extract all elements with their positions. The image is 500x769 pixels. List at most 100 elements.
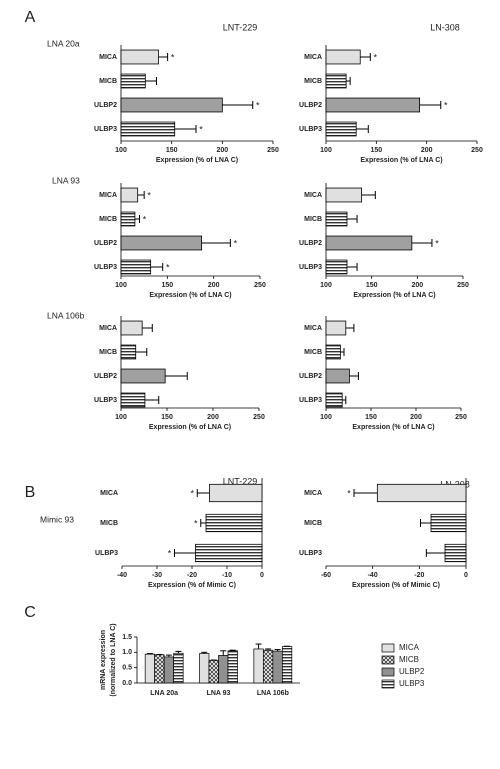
x-tick-label: 250 bbox=[254, 282, 266, 289]
x-tick-label: -30 bbox=[152, 572, 162, 579]
category-label: MICB bbox=[99, 349, 117, 356]
significance: * bbox=[147, 190, 151, 200]
row-label: LNA 20a bbox=[47, 38, 80, 48]
x-tick-label: 200 bbox=[208, 282, 220, 289]
significance: * bbox=[374, 52, 378, 62]
chart-title: LNT-229 bbox=[223, 476, 258, 486]
bar bbox=[120, 235, 203, 251]
x-tick-label: -60 bbox=[321, 572, 331, 579]
significance: * bbox=[435, 238, 439, 248]
category-label: MICB bbox=[304, 78, 322, 85]
x-tick-label: -20 bbox=[414, 572, 424, 579]
chart-title: LNT-229 bbox=[223, 22, 258, 32]
bar bbox=[325, 259, 348, 275]
x-tick-label: 250 bbox=[253, 414, 265, 421]
bar bbox=[120, 73, 146, 89]
y-tick-label: 1.0 bbox=[122, 649, 132, 656]
category-label: MICA bbox=[304, 54, 322, 61]
x-tick-label: 150 bbox=[370, 147, 382, 154]
bar bbox=[163, 656, 175, 684]
y-axis-label: (normalized to LNA C) bbox=[110, 623, 117, 696]
x-axis-label: Expression (% of Mimic C) bbox=[352, 582, 440, 589]
bar bbox=[227, 650, 238, 684]
x-tick-label: -20 bbox=[187, 572, 197, 579]
x-tick-label: 150 bbox=[161, 414, 173, 421]
category-label: ULBP2 bbox=[299, 102, 322, 109]
x-tick-label: 100 bbox=[320, 147, 332, 154]
bar bbox=[325, 97, 421, 113]
category-label: ULBP2 bbox=[94, 373, 117, 380]
category-label: MICB bbox=[304, 349, 322, 356]
row-label: LNA 93 bbox=[52, 175, 80, 185]
category-label: MICA bbox=[304, 490, 322, 497]
category-label: ULBP3 bbox=[94, 126, 117, 133]
bar bbox=[195, 543, 263, 563]
x-tick-label: 100 bbox=[115, 282, 127, 289]
category-label: ULBP3 bbox=[95, 550, 118, 557]
bar bbox=[253, 648, 264, 684]
category-label: ULBP2 bbox=[299, 240, 322, 247]
x-tick-label: -40 bbox=[117, 572, 127, 579]
bar bbox=[205, 513, 263, 533]
x-tick-label: 250 bbox=[267, 147, 279, 154]
category-label: MICA bbox=[99, 54, 117, 61]
legend-swatch bbox=[381, 667, 395, 677]
significance: * bbox=[444, 100, 448, 110]
bar bbox=[325, 121, 357, 137]
row-label: Mimic 93 bbox=[40, 514, 74, 524]
bar bbox=[444, 543, 467, 563]
y-tick-label: 0.5 bbox=[122, 665, 132, 672]
x-tick-label: 250 bbox=[455, 414, 467, 421]
x-tick-label: 200 bbox=[421, 147, 433, 154]
x-tick-label: 100 bbox=[320, 282, 332, 289]
category-label: MICA bbox=[304, 325, 322, 332]
significance: * bbox=[166, 262, 170, 272]
y-axis-label: mRNA expression bbox=[100, 630, 107, 690]
x-tick-label: 150 bbox=[366, 282, 378, 289]
category-label: MICA bbox=[100, 490, 118, 497]
significance: * bbox=[168, 548, 172, 558]
bar bbox=[218, 655, 229, 684]
x-tick-label: 250 bbox=[471, 147, 483, 154]
bar bbox=[199, 653, 210, 684]
bar bbox=[272, 650, 283, 684]
bar bbox=[120, 392, 146, 408]
bar bbox=[325, 235, 413, 251]
x-tick-label: 100 bbox=[115, 414, 127, 421]
bar bbox=[154, 654, 165, 684]
chart-title: LN-308 bbox=[430, 22, 460, 32]
category-label: MICA bbox=[99, 192, 117, 199]
x-axis-label: Expression (% of LNA C) bbox=[149, 292, 231, 299]
bar bbox=[120, 344, 137, 360]
panel-label: C bbox=[24, 604, 36, 621]
bar bbox=[325, 392, 343, 408]
significance: * bbox=[190, 488, 194, 498]
significance: * bbox=[199, 124, 203, 134]
category-label: MICB bbox=[304, 216, 322, 223]
category-label: ULBP3 bbox=[299, 550, 322, 557]
x-tick-label: 150 bbox=[365, 414, 377, 421]
bar bbox=[430, 513, 467, 533]
category-label: ULBP3 bbox=[94, 264, 117, 271]
legend-label: ULBP2 bbox=[399, 667, 425, 676]
bar bbox=[262, 649, 274, 684]
x-tick-label: 0 bbox=[464, 572, 468, 579]
bar bbox=[325, 187, 363, 203]
category-label: ULBP3 bbox=[299, 397, 322, 404]
legend-swatch bbox=[381, 679, 395, 689]
significance: * bbox=[234, 238, 238, 248]
significance: * bbox=[194, 518, 198, 528]
significance: * bbox=[347, 488, 351, 498]
bar bbox=[208, 659, 219, 684]
x-axis-label: Expression (% of LNA C) bbox=[353, 292, 435, 299]
x-tick-label: LNA 106b bbox=[257, 690, 289, 697]
bar bbox=[173, 652, 184, 684]
panel-label: B bbox=[25, 484, 36, 501]
legend-label: ULBP3 bbox=[399, 679, 425, 688]
category-label: ULBP2 bbox=[94, 102, 117, 109]
category-label: MICA bbox=[99, 325, 117, 332]
significance: * bbox=[171, 52, 175, 62]
bar bbox=[120, 320, 143, 336]
y-tick-label: 0.0 bbox=[122, 680, 132, 687]
legend-label: MICA bbox=[399, 643, 420, 652]
